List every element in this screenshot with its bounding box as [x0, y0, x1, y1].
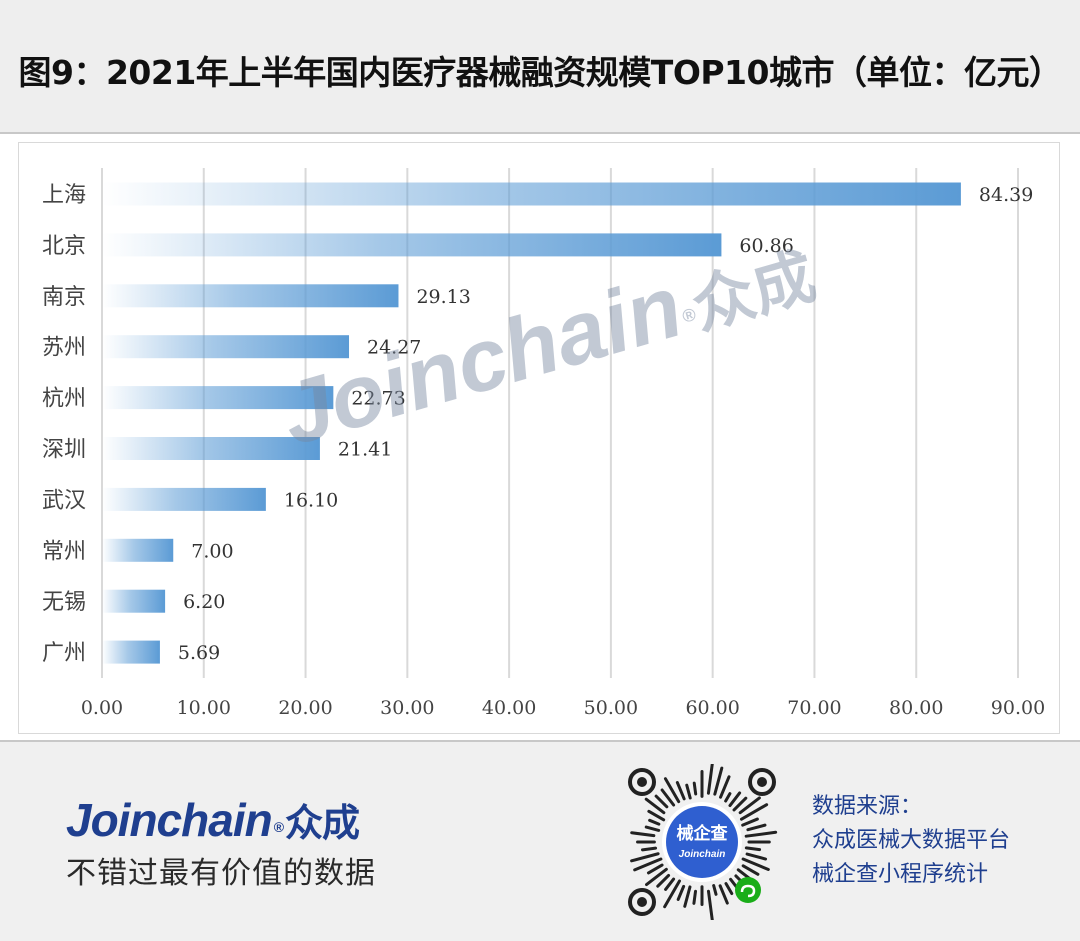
brand-name-cn: 众成: [285, 803, 360, 845]
labels: 0.00 10.00 20.00 30.00 40.00 50.00 60.00 70.00 8…: [42, 183, 1045, 719]
category-label: 苏州: [42, 336, 86, 361]
bar: [102, 386, 334, 410]
brand-logo: Joinchain ®众成: [66, 792, 360, 847]
category-label: 上海: [42, 183, 86, 208]
value-label: 7.00: [191, 540, 233, 562]
x-tick-label: 70.00: [787, 697, 841, 719]
bar: [102, 640, 160, 664]
x-tick-label: 20.00: [278, 697, 332, 719]
qr-badge-cn: 械企查: [677, 823, 729, 844]
x-tick-label: 10.00: [177, 697, 231, 719]
value-label: 29.13: [416, 286, 470, 308]
bar: [102, 487, 266, 511]
value-label: 5.69: [178, 642, 220, 664]
x-tick-label: 80.00: [889, 697, 943, 719]
x-tick-label: 50.00: [584, 697, 638, 719]
category-label: 杭州: [42, 387, 86, 412]
value-label: 24.27: [367, 337, 421, 359]
value-label: 16.10: [284, 489, 338, 511]
source-line: 数据来源：: [812, 794, 923, 819]
value-label: 6.20: [183, 591, 225, 613]
source-line: 械企查小程序统计: [812, 862, 989, 887]
category-label: 武汉: [42, 488, 86, 513]
x-tick-label: 90.00: [991, 697, 1045, 719]
brand-name: Joinchain: [66, 794, 273, 846]
value-label: 22.73: [351, 388, 405, 410]
category-label: 深圳: [42, 438, 86, 463]
x-tick-label: 30.00: [380, 697, 434, 719]
category-label: 无锡: [42, 590, 86, 615]
bars: [102, 182, 961, 664]
x-tick-label: 40.00: [482, 697, 536, 719]
wechat-mini-program-icon: [735, 877, 761, 903]
bar: [102, 284, 399, 308]
value-label: 60.86: [739, 235, 793, 257]
footer: [0, 740, 1080, 941]
qr-center-badge: [666, 806, 738, 878]
bar: [102, 182, 961, 206]
bar: [102, 233, 722, 257]
category-label: 广州: [42, 641, 86, 666]
qr-badge-en: Joinchain: [679, 849, 726, 860]
brand-slogan: 不错过最有价值的数据: [66, 856, 376, 891]
category-label: 北京: [42, 234, 86, 259]
chart-title: 图9：2021年上半年国内医疗器械融资规模TOP10城市（单位：亿元）: [18, 53, 1062, 92]
category-label: 常州: [42, 539, 86, 564]
qr-pattern: [628, 764, 778, 920]
x-tick-label: 60.00: [685, 697, 739, 719]
data-source: 数据来源： 众成医械大数据平台 械企查小程序统计: [812, 790, 1010, 892]
source-line: 众成医械大数据平台: [812, 828, 1011, 853]
mini-program-qr-code[interactable]: 械企查 Joinchain: [624, 764, 780, 920]
value-label: 21.41: [338, 439, 392, 461]
bar: [102, 538, 174, 562]
value-label: 84.39: [979, 184, 1033, 206]
category-label: 南京: [42, 285, 86, 310]
bar: [102, 589, 166, 613]
x-tick-label: 0.00: [81, 697, 123, 719]
header: 图9：2021年上半年国内医疗器械融资规模TOP10城市（单位：亿元）: [0, 0, 1080, 134]
bar: [102, 437, 320, 460]
bar: [102, 335, 350, 359]
registered-mark: ®: [273, 819, 284, 835]
